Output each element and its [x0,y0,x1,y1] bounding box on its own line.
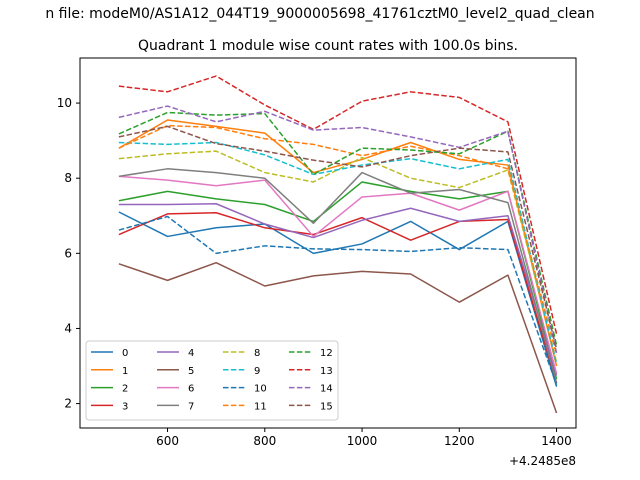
series-line-2 [118,181,558,380]
y-tick-label: 4 [64,321,72,335]
series-line-10 [118,215,558,386]
legend-label-5: 5 [188,366,194,377]
x-tick-label: 1400 [541,434,572,448]
x-tick-label: 600 [156,434,179,448]
series-line-3 [118,212,558,384]
plot-series-group [118,75,558,414]
x-axis-offset-label: +4.2485e8 [509,454,576,468]
x-tick-label: 1000 [347,434,378,448]
series-line-1 [118,119,558,367]
series-line-12 [118,111,558,346]
legend-label-7: 7 [188,401,194,412]
x-tick-label: 1200 [444,434,475,448]
legend-label-12: 12 [320,348,333,359]
legend-label-2: 2 [122,384,128,395]
x-axis: 600 800 1000 1200 1400 [156,428,572,448]
legend-label-9: 9 [254,366,260,377]
legend-label-13: 13 [320,366,333,377]
series-line-11 [118,124,558,355]
series-line-6 [118,175,558,374]
legend-label-4: 4 [188,348,194,359]
figure-suptitle: n file: modeM0/AS1A12_044T19_9000005698_… [45,6,594,22]
legend-label-1: 1 [122,366,128,377]
series-line-7 [118,168,558,384]
legend-label-15: 15 [320,401,333,412]
x-tick-label: 800 [253,434,276,448]
y-tick-label: 10 [57,96,72,110]
y-axis: 2 4 6 8 10 [57,96,80,411]
series-line-15 [118,125,558,350]
series-line-13 [118,75,558,335]
series-line-4 [118,203,558,376]
y-tick-label: 8 [64,171,72,185]
legend-label-0: 0 [122,348,128,359]
y-tick-label: 2 [64,397,72,411]
legend-label-8: 8 [254,348,260,359]
plot-area-frame [79,57,577,429]
legend-label-6: 6 [188,384,194,395]
series-line-5 [118,261,558,414]
series-line-8 [118,150,558,363]
legend-label-14: 14 [320,384,333,395]
legend-label-10: 10 [254,384,267,395]
legend-label-3: 3 [122,401,128,412]
chart-title: Quadrant 1 module wise count rates with … [138,38,518,54]
series-line-14 [118,105,558,354]
series-line-9 [118,141,558,365]
legend-label-11: 11 [254,401,267,412]
legend-frame [85,340,339,421]
y-tick-label: 6 [64,246,72,260]
